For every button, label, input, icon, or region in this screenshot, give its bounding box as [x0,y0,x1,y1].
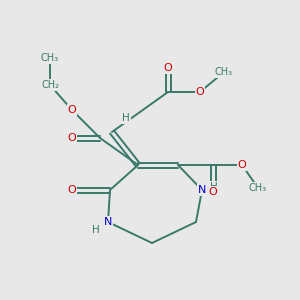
Text: O: O [164,63,172,73]
Text: CH₂: CH₂ [41,80,59,90]
Text: O: O [68,105,76,115]
Text: H: H [210,182,218,192]
Text: N: N [198,185,206,195]
Text: O: O [196,87,204,97]
Text: H: H [122,113,130,123]
Text: O: O [68,133,76,143]
Text: O: O [68,185,76,195]
Text: H: H [92,225,100,235]
Text: CH₃: CH₃ [41,53,59,63]
Text: O: O [238,160,246,170]
Text: O: O [208,187,217,197]
Text: CH₃: CH₃ [215,67,233,77]
Text: N: N [104,217,112,227]
Text: CH₃: CH₃ [249,183,267,193]
